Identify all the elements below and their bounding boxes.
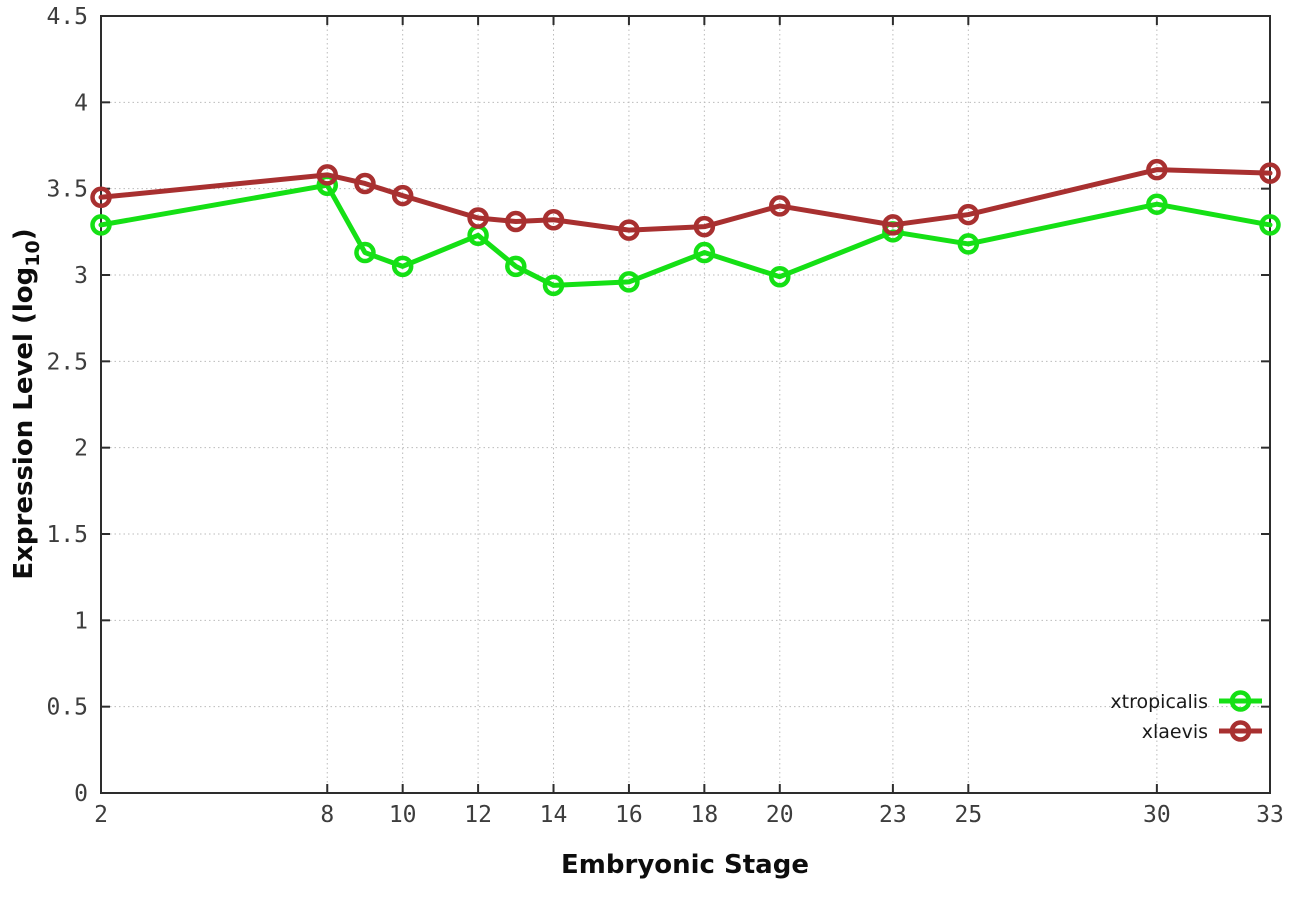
axis-layer	[100, 15, 1271, 794]
y-axis-title: Expression Level (log10)	[9, 228, 44, 579]
data-point-xtropicalis-stage-30	[1146, 193, 1168, 215]
data-point-xlaevis-stage-23	[882, 214, 904, 236]
x-tick-label-12: 12	[464, 802, 492, 828]
data-point-xlaevis-stage-2	[90, 186, 112, 209]
y-axis-title-subscript: 10	[22, 240, 44, 266]
legend-marker-xlaevis	[1229, 720, 1252, 742]
data-point-xlaevis-stage-30	[1146, 158, 1168, 181]
x-tick-label-2: 2	[94, 802, 108, 828]
y-tick-label-1: 1	[74, 608, 88, 634]
data-point-xlaevis-stage-10	[391, 184, 414, 207]
legend-item-xtropicalis: xtropicalis	[1110, 690, 1262, 713]
x-tick-label-30: 30	[1143, 802, 1171, 828]
data-point-xlaevis-stage-33	[1259, 162, 1281, 184]
data-point-xtropicalis-stage-13	[505, 255, 527, 278]
x-tick-label-8: 8	[320, 802, 334, 828]
data-point-xtropicalis-stage-14	[542, 274, 565, 297]
y-axis-title-pre: Expression Level (log	[9, 267, 39, 580]
x-tick-label-14: 14	[540, 802, 568, 828]
data-point-xlaevis-stage-14	[542, 208, 565, 231]
x-tick-label-18: 18	[691, 802, 719, 828]
plot-border	[100, 15, 1271, 794]
data-point-xlaevis-stage-18	[693, 215, 716, 238]
data-point-xlaevis-stage-16	[618, 219, 640, 241]
y-tick-label-0: 0	[74, 781, 88, 807]
data-point-xlaevis-stage-20	[769, 195, 791, 217]
y-tick-label-1.5: 1.5	[46, 522, 88, 548]
data-point-xlaevis-stage-8	[316, 164, 339, 186]
grid-layer	[100, 15, 1271, 794]
series-line-xtropicalis	[98, 182, 1273, 288]
y-tick-label-4.5: 4.5	[46, 4, 88, 30]
x-tick-label-10: 10	[389, 802, 417, 828]
y-tick-label-3: 3	[74, 263, 88, 289]
legend-layer: xtropicalis xlaevis	[1110, 690, 1262, 743]
y-tick-label-2.5: 2.5	[46, 349, 88, 375]
data-point-xlaevis-stage-25	[957, 203, 980, 226]
data-point-xtropicalis-stage-18	[693, 241, 716, 264]
x-tick-label-23: 23	[879, 802, 907, 828]
legend-label-xtropicalis: xtropicalis	[1110, 691, 1208, 713]
x-tick-label-16: 16	[615, 802, 643, 828]
data-point-xtropicalis-stage-16	[618, 271, 640, 293]
x-tick-label-33: 33	[1256, 802, 1284, 828]
x-axis-title: Embryonic Stage	[561, 850, 809, 880]
x-tick-label-20: 20	[766, 802, 794, 828]
series-line-xlaevis	[98, 167, 1273, 233]
y-axis-title-post: )	[9, 228, 39, 240]
series-layer	[90, 158, 1281, 297]
tick-label-layer: 2 8 10 12 14 16 18 20 23 25 30 33 0 0.5 1 1.5 2 2.5 3 3.5 4 4…	[46, 4, 1283, 828]
legend-marker-xtropicalis	[1229, 690, 1252, 712]
data-point-xlaevis-stage-13	[505, 210, 527, 233]
data-point-xtropicalis-stage-20	[769, 265, 791, 288]
y-tick-label-3.5: 3.5	[46, 177, 88, 203]
data-point-xtropicalis-stage-33	[1259, 214, 1281, 236]
y-tick-label-4: 4	[74, 90, 88, 116]
legend-item-xlaevis: xlaevis	[1142, 720, 1262, 743]
data-point-xlaevis-stage-12	[467, 207, 489, 229]
data-point-xtropicalis-stage-25	[957, 233, 980, 255]
y-tick-label-0.5: 0.5	[46, 695, 88, 721]
data-point-xlaevis-stage-9	[354, 172, 376, 195]
data-point-xtropicalis-stage-10	[391, 255, 414, 278]
data-point-xtropicalis-stage-2	[90, 214, 112, 236]
data-point-xtropicalis-stage-9	[354, 241, 376, 264]
legend-label-xlaevis: xlaevis	[1142, 721, 1208, 743]
x-tick-label-25: 25	[954, 802, 982, 828]
y-tick-label-2: 2	[74, 436, 88, 462]
